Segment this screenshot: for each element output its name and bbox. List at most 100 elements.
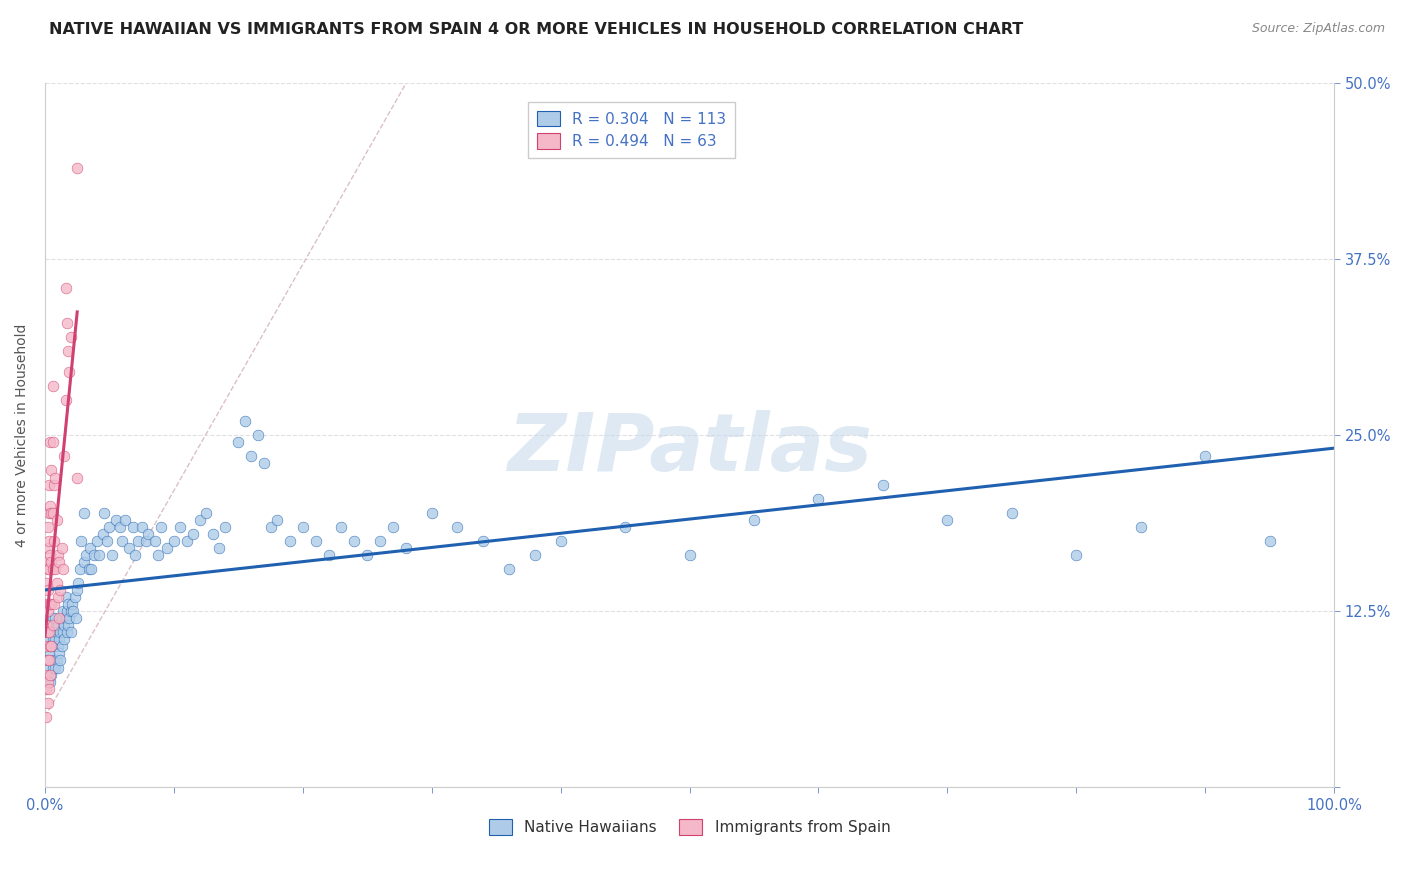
Point [37,562,59,576]
Point [41,618,63,632]
Point [53,632,76,647]
Point [42,477,65,491]
Point [101,548,124,562]
Point [37,583,59,598]
Point [39,674,62,689]
Point [56,597,79,611]
Point [46,640,69,654]
Point [59,330,82,344]
Point [550,533,572,548]
Point [42,597,65,611]
Point [240,450,263,464]
Point [56,343,79,358]
Point [131,520,153,534]
Point [56,316,79,330]
Point [395,541,418,555]
Point [49,583,72,598]
Point [195,506,218,520]
Point [150,520,173,534]
Y-axis label: 4 or more Vehicles in Household: 4 or more Vehicles in Household [15,324,30,547]
Point [35,632,58,647]
Point [176,533,198,548]
Point [127,533,149,548]
Point [60,597,83,611]
Point [35,576,58,591]
Point [59,625,82,640]
Point [55,590,77,604]
Point [70,533,93,548]
Point [181,526,204,541]
Point [41,463,63,477]
Point [1258,533,1281,548]
Point [368,533,391,548]
Point [135,533,157,548]
Point [51,541,73,555]
Point [38,660,60,674]
Point [742,513,765,527]
Point [46,618,69,632]
Point [1129,520,1152,534]
Point [121,520,143,534]
Point [58,611,80,625]
Point [41,611,63,625]
Point [201,526,224,541]
Point [79,541,101,555]
Point [55,393,77,408]
Point [523,548,546,562]
Point [38,506,60,520]
Point [1064,548,1087,562]
Point [38,533,60,548]
Point [41,555,63,569]
Point [48,632,70,647]
Point [41,632,63,647]
Point [44,470,66,484]
Point [46,548,69,562]
Point [305,533,328,548]
Point [69,562,91,576]
Point [35,618,58,632]
Point [291,520,314,534]
Point [42,625,65,640]
Point [1194,450,1216,464]
Point [46,660,69,674]
Point [278,533,301,548]
Point [614,520,637,534]
Point [38,597,60,611]
Point [91,526,114,541]
Point [42,533,65,548]
Point [143,533,166,548]
Point [233,414,256,428]
Point [75,548,97,562]
Point [38,477,60,491]
Point [52,604,75,618]
Point [62,604,84,618]
Point [37,696,59,710]
Point [356,548,378,562]
Point [77,562,100,576]
Point [41,640,63,654]
Point [266,513,288,527]
Point [37,674,59,689]
Point [1001,506,1024,520]
Point [56,618,79,632]
Point [214,520,236,534]
Point [67,576,90,591]
Point [41,562,63,576]
Point [98,520,121,534]
Point [246,428,269,442]
Point [66,161,89,175]
Point [38,653,60,667]
Point [55,280,77,294]
Point [45,625,67,640]
Point [59,604,82,618]
Point [66,470,89,484]
Point [48,611,70,625]
Point [35,597,58,611]
Point [936,513,959,527]
Point [72,555,94,569]
Point [208,541,231,555]
Point [65,611,87,625]
Point [37,653,59,667]
Point [44,562,66,576]
Point [678,548,700,562]
